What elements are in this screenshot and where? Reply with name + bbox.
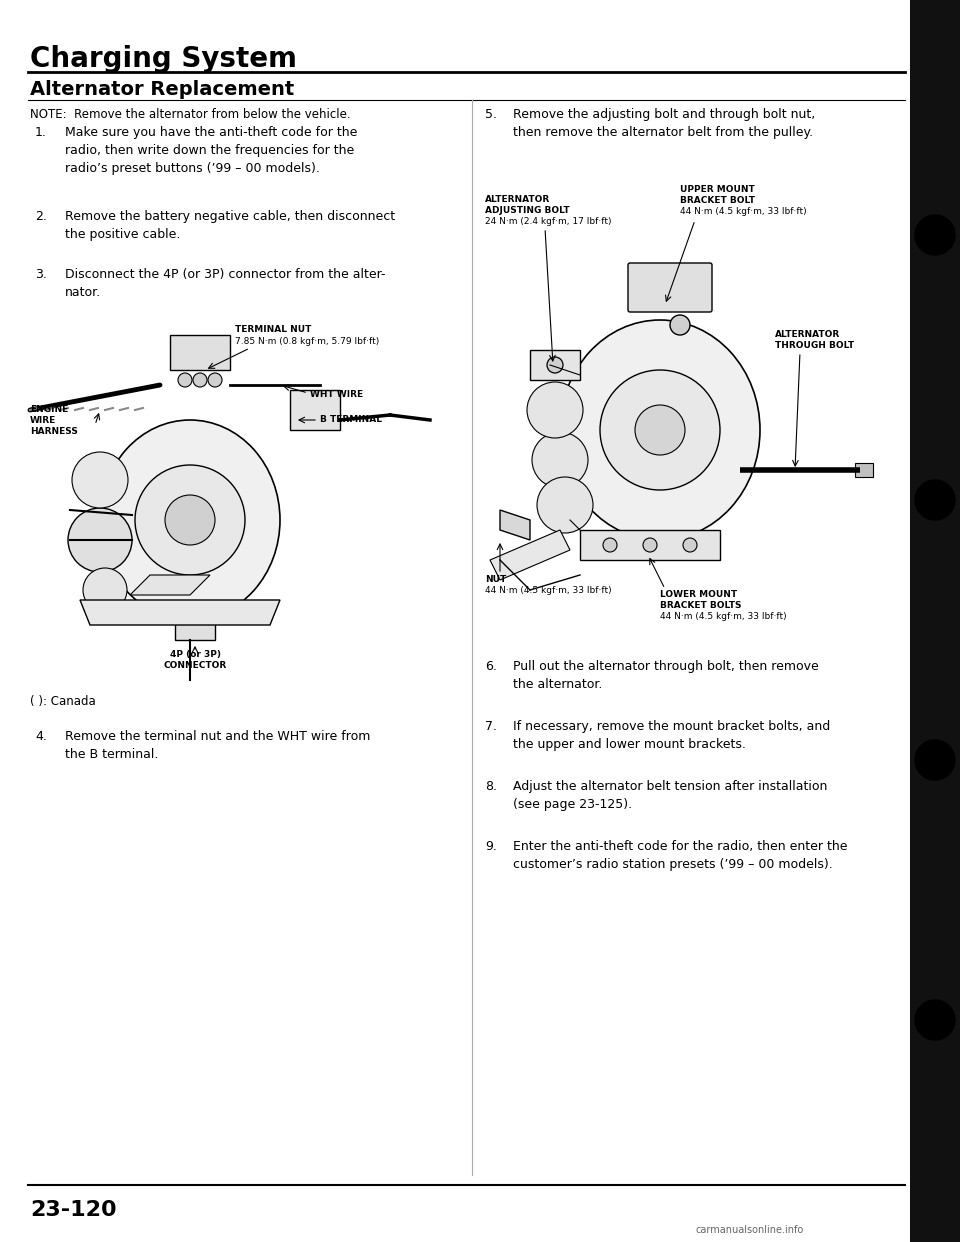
Text: Adjust the alternator belt tension after installation
(see page 23-125).: Adjust the alternator belt tension after…	[513, 780, 828, 811]
Circle shape	[178, 373, 192, 388]
Circle shape	[643, 538, 657, 551]
Text: LOWER MOUNT: LOWER MOUNT	[660, 590, 737, 599]
Circle shape	[537, 477, 593, 533]
Text: Pull out the alternator through bolt, then remove
the alternator.: Pull out the alternator through bolt, th…	[513, 660, 819, 691]
Ellipse shape	[100, 420, 280, 620]
Text: WHT WIRE: WHT WIRE	[310, 390, 363, 399]
Text: Remove the adjusting bolt and through bolt nut,
then remove the alternator belt : Remove the adjusting bolt and through bo…	[513, 108, 815, 139]
Text: B TERMINAL: B TERMINAL	[320, 415, 382, 424]
Text: NOTE:  Remove the alternator from below the vehicle.: NOTE: Remove the alternator from below t…	[30, 108, 350, 120]
Circle shape	[527, 383, 583, 438]
Text: HARNESS: HARNESS	[30, 427, 78, 436]
Ellipse shape	[560, 320, 760, 540]
Circle shape	[208, 373, 222, 388]
Text: 4.: 4.	[35, 730, 47, 743]
Circle shape	[532, 432, 588, 488]
Bar	[910, 0, 960, 1242]
Text: CONNECTOR: CONNECTOR	[163, 661, 227, 669]
Text: If necessary, remove the mount bracket bolts, and
the upper and lower mount brac: If necessary, remove the mount bracket b…	[513, 720, 830, 751]
Text: Disconnect the 4P (or 3P) connector from the alter-
nator.: Disconnect the 4P (or 3P) connector from…	[65, 268, 386, 299]
Polygon shape	[500, 510, 530, 540]
Circle shape	[915, 215, 955, 255]
Polygon shape	[80, 600, 280, 625]
Text: 44 N·m (4.5 kgf·m, 33 lbf·ft): 44 N·m (4.5 kgf·m, 33 lbf·ft)	[680, 207, 806, 216]
Circle shape	[683, 538, 697, 551]
Text: 23-120: 23-120	[30, 1200, 116, 1220]
Polygon shape	[130, 575, 210, 595]
Circle shape	[68, 508, 132, 573]
Text: 5.: 5.	[485, 108, 497, 120]
Circle shape	[72, 452, 128, 508]
Text: 8.: 8.	[485, 780, 497, 792]
Circle shape	[165, 496, 215, 545]
Text: WIRE: WIRE	[30, 416, 57, 425]
Circle shape	[135, 465, 245, 575]
Text: ALTERNATOR: ALTERNATOR	[775, 330, 840, 339]
Text: THROUGH BOLT: THROUGH BOLT	[775, 342, 854, 350]
Text: Alternator Replacement: Alternator Replacement	[30, 79, 295, 99]
Text: Enter the anti-theft code for the radio, then enter the
customer’s radio station: Enter the anti-theft code for the radio,…	[513, 840, 848, 871]
Text: 7.85 N·m (0.8 kgf·m, 5.79 lbf·ft): 7.85 N·m (0.8 kgf·m, 5.79 lbf·ft)	[235, 337, 379, 347]
Text: TERMINAL NUT: TERMINAL NUT	[235, 325, 311, 334]
Circle shape	[635, 405, 685, 455]
Circle shape	[915, 740, 955, 780]
Polygon shape	[530, 350, 580, 380]
FancyBboxPatch shape	[628, 263, 712, 312]
Text: 44 N·m (4.5 kgf·m, 33 lbf·ft): 44 N·m (4.5 kgf·m, 33 lbf·ft)	[660, 612, 786, 621]
Text: 24 N·m (2.4 kgf·m, 17 lbf·ft): 24 N·m (2.4 kgf·m, 17 lbf·ft)	[485, 217, 612, 226]
Circle shape	[915, 479, 955, 520]
Bar	[855, 463, 873, 477]
Bar	[170, 335, 230, 370]
Polygon shape	[580, 530, 720, 560]
Text: 7.: 7.	[485, 720, 497, 733]
Text: Charging System: Charging System	[30, 45, 297, 73]
Text: ADJUSTING BOLT: ADJUSTING BOLT	[485, 206, 569, 215]
Text: 1.: 1.	[35, 125, 47, 139]
Text: 2.: 2.	[35, 210, 47, 224]
Text: Make sure you have the anti-theft code for the
radio, then write down the freque: Make sure you have the anti-theft code f…	[65, 125, 357, 175]
Circle shape	[600, 370, 720, 491]
Circle shape	[547, 356, 563, 373]
Text: 4P (or 3P): 4P (or 3P)	[170, 650, 221, 660]
Circle shape	[915, 1000, 955, 1040]
Text: NUT: NUT	[485, 575, 506, 584]
Text: 9.: 9.	[485, 840, 497, 853]
Circle shape	[670, 315, 690, 335]
Text: BRACKET BOLTS: BRACKET BOLTS	[660, 601, 741, 610]
Polygon shape	[490, 530, 570, 580]
Text: ENGINE: ENGINE	[30, 405, 68, 414]
Text: ( ): Canada: ( ): Canada	[30, 696, 96, 708]
Text: 44 N·m (4.5 kgf·m, 33 lbf·ft): 44 N·m (4.5 kgf·m, 33 lbf·ft)	[485, 586, 612, 595]
Text: 3.: 3.	[35, 268, 47, 281]
Text: ALTERNATOR: ALTERNATOR	[485, 195, 550, 204]
Text: Remove the terminal nut and the WHT wire from
the B terminal.: Remove the terminal nut and the WHT wire…	[65, 730, 371, 761]
Text: Remove the battery negative cable, then disconnect
the positive cable.: Remove the battery negative cable, then …	[65, 210, 396, 241]
Circle shape	[193, 373, 207, 388]
Circle shape	[603, 538, 617, 551]
Text: 6.: 6.	[485, 660, 497, 673]
Bar	[290, 390, 340, 430]
Text: carmanualsonline.info: carmanualsonline.info	[696, 1225, 804, 1235]
Circle shape	[83, 568, 127, 612]
Bar	[175, 615, 215, 640]
Text: UPPER MOUNT: UPPER MOUNT	[680, 185, 755, 194]
Text: BRACKET BOLT: BRACKET BOLT	[680, 196, 755, 205]
